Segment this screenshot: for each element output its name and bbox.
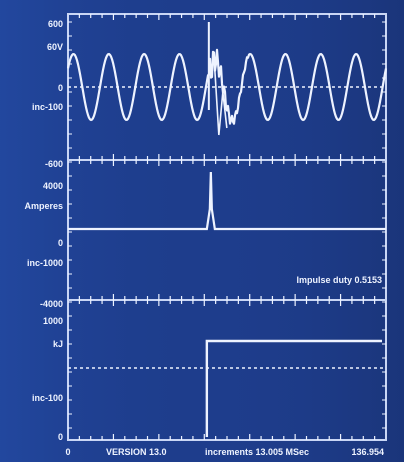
p3-tick-kj: kJ [53, 339, 63, 349]
p3-tick-1000: 1000 [43, 316, 63, 326]
energy-step-trace [205, 339, 382, 437]
footer-end: 136.954 [351, 447, 384, 457]
p2-tick-amperes: Amperes [24, 201, 63, 211]
p1-tick-600: 600 [48, 19, 63, 29]
transient-noise [214, 69, 228, 136]
p1-tick-0: 0 [58, 83, 63, 93]
p2-tick-inc: inc-1000 [27, 258, 63, 268]
impulse-annotation: Impulse duty 0.5153 [296, 275, 382, 285]
p1-tick-inc: inc-100 [32, 102, 63, 112]
p2-tick-4000: 4000 [43, 181, 63, 191]
current-impulse-trace [68, 171, 386, 231]
voltage-trace [66, 48, 388, 125]
p1-tick-60v: 60V [47, 42, 63, 52]
footer-increments: increments 13.005 MSec [205, 447, 309, 457]
p2-tick-0: 0 [58, 238, 63, 248]
p3-tick-inc: inc-100 [32, 393, 63, 403]
footer-start: 0 [65, 447, 70, 457]
p2-tick-neg4000: -4000 [40, 299, 63, 309]
p1-tick-neg600: -600 [45, 159, 63, 169]
p3-tick-0: 0 [58, 432, 63, 442]
footer-version: VERSION 13.0 [106, 447, 167, 457]
